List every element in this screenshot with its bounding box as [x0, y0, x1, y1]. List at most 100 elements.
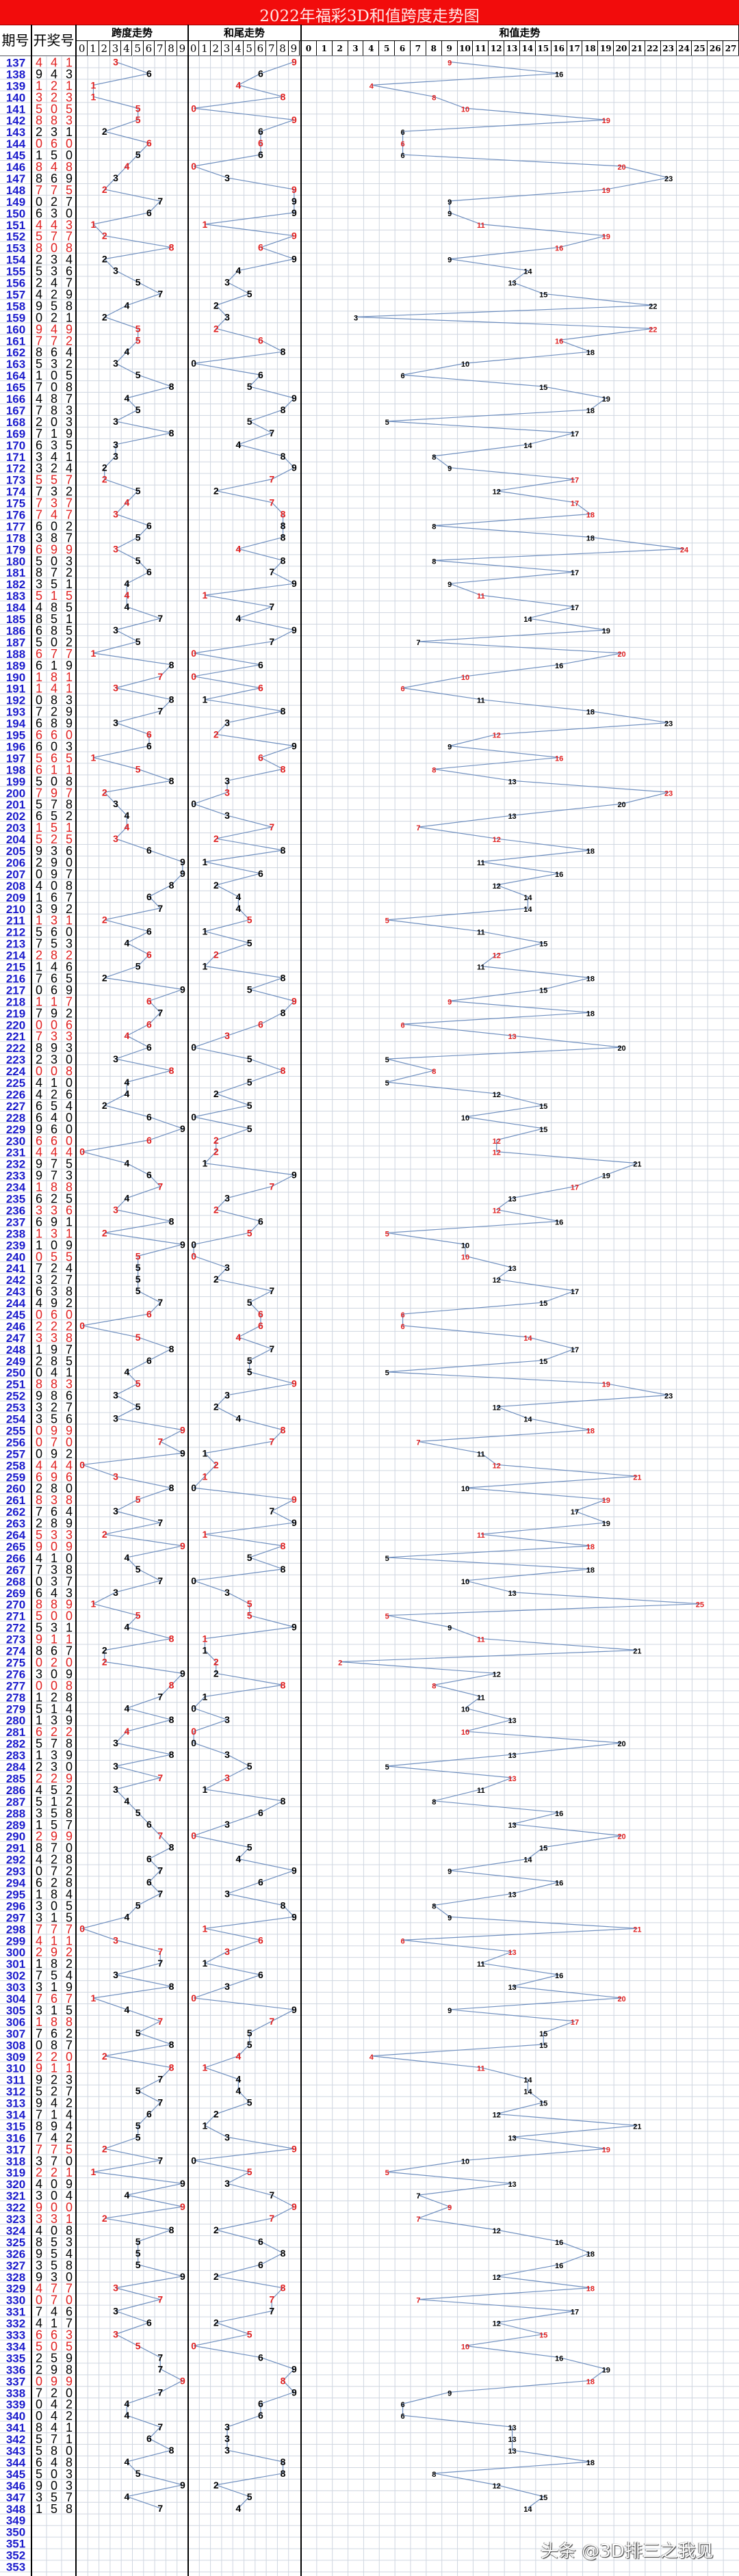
draw-digit: 4 [36, 392, 42, 406]
draw-digit: 9 [66, 1598, 73, 1612]
draw-digit: 5 [66, 624, 73, 638]
draw-digit: 9 [36, 2097, 42, 2110]
draw-digit: 4 [51, 682, 57, 696]
sum-value: 21 [633, 1473, 641, 1482]
tail-value: 4 [235, 613, 241, 624]
draw-digit: 7 [66, 1644, 73, 1658]
draw-digit: 0 [36, 1865, 42, 1878]
tail-value: 0 [191, 1482, 196, 1493]
draw-digit: 0 [51, 369, 57, 382]
span-value: 3 [113, 1587, 118, 1598]
sum-value: 17 [571, 500, 579, 508]
draw-digit: 3 [66, 554, 73, 568]
period-label: 267 [6, 1564, 25, 1577]
sum-value: 6 [401, 152, 405, 160]
tail-value: 9 [291, 196, 297, 207]
draw-digit: 3 [51, 1713, 57, 1727]
span-value: 6 [146, 729, 152, 740]
tail-value: 5 [247, 1297, 252, 1308]
draw-digit: 7 [36, 1992, 42, 2006]
sum-value: 20 [617, 1995, 625, 2003]
draw-digit: 6 [66, 1203, 73, 1217]
draw-digit: 6 [36, 2456, 42, 2469]
span-value: 5 [135, 1332, 141, 1343]
draw-digit: 3 [36, 902, 42, 916]
period-label: 241 [6, 1262, 25, 1275]
span-value: 3 [113, 683, 118, 694]
sum-value: 16 [555, 70, 563, 79]
draw-digit: 3 [51, 1748, 57, 1762]
span-value: 4 [124, 1726, 129, 1737]
sum-value: 12 [493, 2482, 501, 2490]
span-value: 6 [146, 891, 152, 902]
draw-digit: 9 [66, 1667, 73, 1681]
period-label: 151 [6, 219, 25, 232]
draw-digit: 9 [51, 2119, 57, 2133]
span-value: 6 [146, 1135, 152, 1146]
tail-value: 5 [247, 2039, 252, 2050]
draw-digit: 2 [36, 2351, 42, 2365]
span-value: 7 [157, 1946, 163, 1957]
draw-digit: 4 [36, 2317, 42, 2330]
draw-digit: 8 [66, 2456, 73, 2469]
span-value: 1 [91, 2166, 96, 2177]
span-value: 2 [102, 311, 107, 322]
draw-digit: 7 [66, 230, 73, 244]
draw-digit: 3 [51, 497, 57, 510]
period-label: 260 [6, 1482, 25, 1495]
draw-digit: 0 [66, 1111, 73, 1125]
sum-value: 4 [370, 2053, 374, 2062]
tail-trend-line [192, 61, 296, 2509]
sum-value: 10 [461, 2157, 469, 2166]
draw-digit: 1 [51, 2003, 57, 2017]
span-value: 7 [157, 2363, 163, 2374]
period-label: 344 [6, 2456, 26, 2469]
draw-digit: 9 [66, 542, 73, 556]
span-value: 6 [146, 926, 152, 937]
span-value: 4 [124, 393, 129, 404]
sum-value: 2 [338, 1659, 342, 1667]
tail-value: 0 [191, 1575, 196, 1586]
draw-digit: 1 [51, 1702, 57, 1716]
draw-digit: 5 [36, 1621, 42, 1635]
draw-digit: 5 [51, 2235, 57, 2249]
tail-value: 0 [191, 1737, 196, 1748]
period-label: 264 [6, 1529, 26, 1542]
tail-value: 9 [291, 1170, 297, 1181]
draw-digit: 7 [66, 508, 73, 521]
period-label: 331 [6, 2306, 25, 2319]
draw-digit: 2 [36, 2166, 42, 2179]
tail-value: 8 [281, 1065, 286, 1076]
tail-value: 2 [213, 949, 219, 960]
draw-digit: 2 [66, 1957, 73, 1971]
draw-digit: 3 [66, 1041, 73, 1055]
tail-value: 7 [269, 2306, 274, 2317]
tail-value: 4 [235, 2086, 241, 2097]
period-label: 323 [6, 2213, 25, 2226]
sum-value: 10 [461, 1705, 469, 1713]
draw-digit: 5 [51, 1412, 57, 1426]
draw-digit: 9 [51, 1470, 57, 1484]
sum-value: 11 [477, 1960, 485, 1969]
draw-digit: 8 [66, 774, 73, 788]
tail-value: 5 [247, 1842, 252, 1853]
sum-value: 19 [602, 2146, 610, 2154]
draw-digit: 0 [66, 2444, 73, 2458]
period-label: 165 [6, 381, 25, 394]
draw-digit: 1 [36, 1887, 42, 1901]
draw-digit: 8 [66, 1331, 73, 1345]
draw-digit: 8 [51, 1887, 57, 1901]
tail-value: 6 [258, 242, 263, 253]
period-label: 335 [6, 2352, 25, 2365]
span-value: 2 [102, 126, 107, 137]
span-value: 2 [102, 462, 107, 473]
draw-digit: 3 [36, 531, 42, 544]
tail-value: 8 [281, 1900, 286, 1910]
tail-value: 1 [203, 1645, 208, 1656]
tail-value: 9 [291, 231, 297, 241]
tail-value: 5 [247, 2027, 252, 2038]
draw-digit: 6 [51, 751, 57, 765]
period-label: 295 [6, 1888, 25, 1901]
draw-digit: 8 [51, 1354, 57, 1368]
draw-digit: 3 [51, 125, 57, 139]
